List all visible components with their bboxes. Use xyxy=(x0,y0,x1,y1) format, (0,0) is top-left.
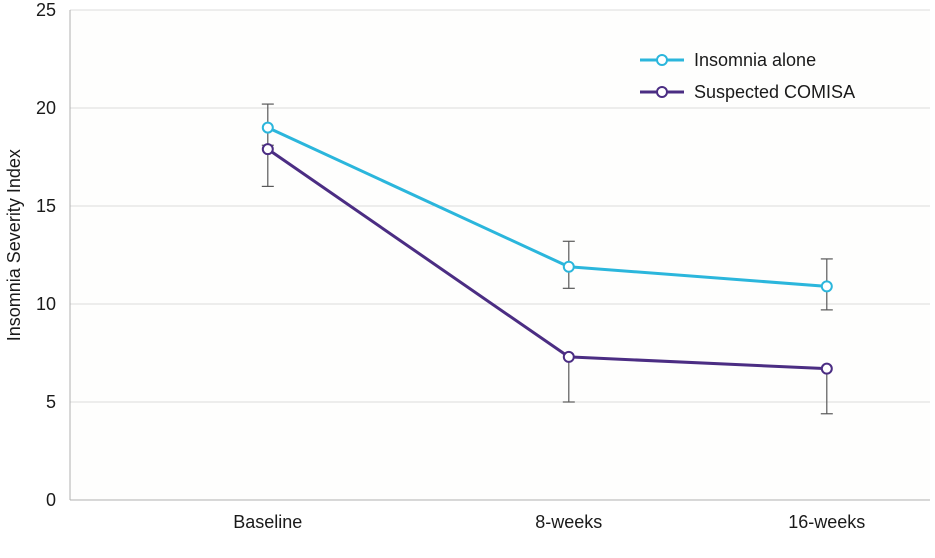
y-tick-label: 5 xyxy=(46,392,56,412)
y-tick-label: 15 xyxy=(36,196,56,216)
series-marker xyxy=(564,262,574,272)
y-tick-label: 20 xyxy=(36,98,56,118)
legend-marker xyxy=(657,55,667,65)
y-tick-label: 25 xyxy=(36,0,56,20)
y-axis-label: Insomnia Severity Index xyxy=(4,149,24,341)
legend-label: Insomnia alone xyxy=(694,50,816,70)
series-marker xyxy=(564,352,574,362)
chart-svg: 0 5 10 15 20 25 Baseline 8-weeks 16-weeks Insomni… xyxy=(0,0,935,558)
legend-marker xyxy=(657,87,667,97)
series-marker xyxy=(263,123,273,133)
x-tick-label: 8-weeks xyxy=(535,512,602,532)
y-tick-label: 0 xyxy=(46,490,56,510)
series-marker xyxy=(822,364,832,374)
series-marker xyxy=(822,281,832,291)
x-tick-label: Baseline xyxy=(233,512,302,532)
series-marker xyxy=(263,144,273,154)
legend-label: Suspected COMISA xyxy=(694,82,855,102)
isi-line-chart: 0 5 10 15 20 25 Baseline 8-weeks 16-weeks Insomni… xyxy=(0,0,935,558)
x-tick-label: 16-weeks xyxy=(788,512,865,532)
y-tick-label: 10 xyxy=(36,294,56,314)
